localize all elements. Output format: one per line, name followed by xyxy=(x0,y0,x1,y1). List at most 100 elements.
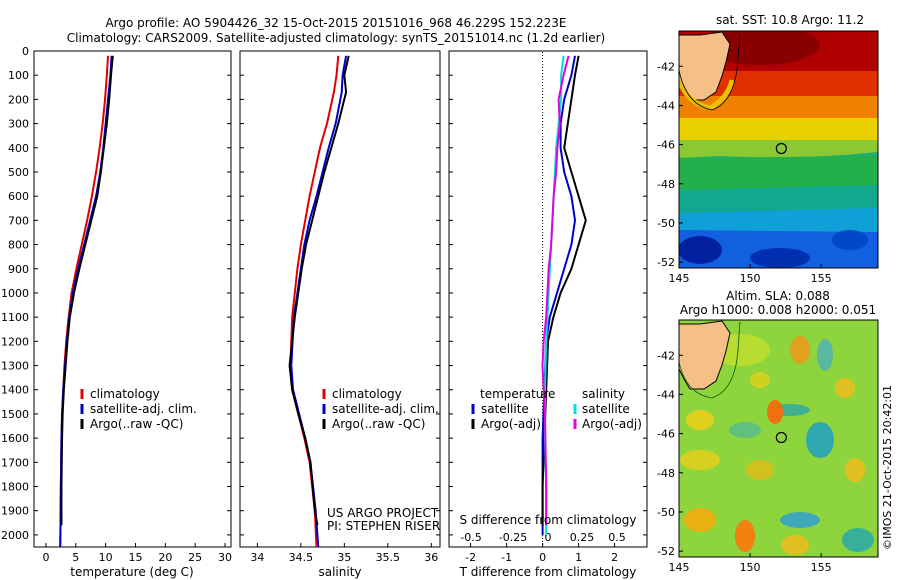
legend-label: Argo(..raw -QC) xyxy=(332,417,425,431)
lon-tick-label: 145 xyxy=(669,272,690,285)
series-line-temperature-argo-adj- xyxy=(541,55,587,526)
x-tick-label: 35 xyxy=(337,551,351,564)
x-tick-label: -1 xyxy=(501,551,512,564)
depth-tick-label: 0 xyxy=(22,45,29,58)
temperature-xlabel: temperature (deg C) xyxy=(70,565,193,579)
legend-label: climatology xyxy=(90,387,160,401)
s-tick-label: -0.5 xyxy=(460,531,481,544)
series-line-argo-raw-qc- xyxy=(60,55,114,526)
x-tick-label: 20 xyxy=(158,551,172,564)
header-line-1: Argo profile: AO 5904426_32 15-Oct-2015 … xyxy=(105,16,566,30)
s-tick-label: -0.25 xyxy=(499,531,527,544)
sla-title-line-1: Altim. SLA: 0.088 xyxy=(726,289,830,303)
lon-tick-label: 150 xyxy=(740,561,761,574)
depth-tick-label: 1300 xyxy=(1,360,29,373)
x-tick-label: 0 xyxy=(42,551,49,564)
temperature-panel: 0 5 10 15 20 25 300100200300400500600700800900… xyxy=(1,45,232,579)
x-tick-label: 2 xyxy=(611,551,618,564)
depth-tick-label: 300 xyxy=(8,118,29,131)
depth-tick-label: 900 xyxy=(8,263,29,276)
sla-map: 145 150 155 -42 -44 -46 -48 -50 -52 ©IMOS 21-Oct… xyxy=(657,319,894,574)
depth-tick-label: 800 xyxy=(8,239,29,252)
depth-tick-label: 1700 xyxy=(1,456,29,469)
x-tick-label: 10 xyxy=(99,551,113,564)
tasmania-landmass-sla xyxy=(679,320,731,390)
depth-tick-label: 2000 xyxy=(1,529,29,542)
x-tick-label: 15 xyxy=(128,551,142,564)
lon-tick-label: 145 xyxy=(669,561,690,574)
project-label: US ARGO PROJECT xyxy=(327,506,439,520)
x-tick-label: 0 xyxy=(539,551,546,564)
lat-tick-label: -50 xyxy=(657,217,675,230)
depth-tick-label: 1100 xyxy=(1,311,29,324)
legend-label: satellite xyxy=(481,402,529,416)
lat-tick-label: -44 xyxy=(657,388,675,401)
x-tick-label: 25 xyxy=(188,551,202,564)
imos-credit: ©IMOS 21-Oct-2015 20:42:01 xyxy=(881,385,894,550)
depth-tick-label: 700 xyxy=(8,214,29,227)
salinity-xlabel: salinity xyxy=(318,565,361,579)
lat-tick-label: -48 xyxy=(657,467,675,480)
depth-tick-label: 400 xyxy=(8,142,29,155)
s-tick-label: 0.25 xyxy=(570,531,595,544)
difference-axes-frame xyxy=(448,50,648,548)
t-difference-xlabel: T difference from climatology xyxy=(459,565,637,579)
legend-title-temperature: temperature xyxy=(480,387,555,401)
legend-label: Argo(-adj) xyxy=(582,417,642,431)
lat-tick-label: -52 xyxy=(657,256,675,269)
s-difference-xlabel: S difference from climatology xyxy=(460,513,637,527)
depth-tick-label: 1400 xyxy=(1,384,29,397)
temperature-axes-frame xyxy=(33,50,232,548)
x-tick-label: -2 xyxy=(465,551,476,564)
x-tick-label: 1 xyxy=(575,551,582,564)
difference-panel: -2 -1 0 1 2 -0.5 -0.25 0 0.25 0.5 T difference fr… xyxy=(448,50,648,579)
sst-map-frame xyxy=(678,30,879,269)
s-tick-label: 0.5 xyxy=(608,531,626,544)
lon-tick-label: 155 xyxy=(811,561,832,574)
lon-tick-label: 150 xyxy=(740,272,761,285)
sst-map: 145 150 155 -42 -44 -46 -48 -50 -52 xyxy=(657,30,879,285)
legend-label: climatology xyxy=(332,387,402,401)
argo-location-marker xyxy=(775,142,787,155)
s-tick-label: 0 xyxy=(545,531,552,544)
lat-tick-label: -46 xyxy=(657,428,675,441)
x-tick-label: 34.5 xyxy=(289,551,314,564)
depth-tick-label: 1500 xyxy=(1,408,29,421)
depth-tick-label: 500 xyxy=(8,166,29,179)
legend-title-salinity: salinity xyxy=(582,387,625,401)
lon-tick-label: 155 xyxy=(811,272,832,285)
lat-tick-label: -42 xyxy=(657,349,675,362)
salinity-panel: 34 34.5 35 35.5 36 salinity climatologysatel… xyxy=(239,50,441,579)
series-line-climatology xyxy=(59,55,110,548)
sst-map-title: sat. SST: 10.8 Argo: 11.2 xyxy=(716,13,864,27)
pi-label: PI: STEPHEN RISER xyxy=(327,519,440,533)
lat-tick-label: -48 xyxy=(657,178,675,191)
series-line-satellite-adj-clim- xyxy=(290,55,348,548)
x-tick-label: 36 xyxy=(424,551,438,564)
legend-label: satellite xyxy=(582,402,630,416)
x-tick-label: 30 xyxy=(218,551,232,564)
legend-label: satellite-adj. clim. xyxy=(332,402,439,416)
sla-map-frame xyxy=(678,319,879,558)
depth-tick-label: 1200 xyxy=(1,335,29,348)
depth-tick-label: 1000 xyxy=(1,287,29,300)
argo-location-marker-sla xyxy=(775,431,787,444)
series-line-salinity-argo-adj- xyxy=(541,55,570,526)
legend-label: Argo(-adj) xyxy=(481,417,541,431)
lat-tick-label: -44 xyxy=(657,99,675,112)
difference-legend: temperature salinitysatelliteArgo(-adj)sa… xyxy=(471,387,642,431)
series-line-temperature-satellite xyxy=(541,55,577,535)
depth-tick-label: 1600 xyxy=(1,432,29,445)
depth-tick-label: 600 xyxy=(8,190,29,203)
legend-label: satellite-adj. clim. xyxy=(90,402,197,416)
lat-tick-label: -52 xyxy=(657,545,675,558)
x-tick-label: 5 xyxy=(72,551,79,564)
legend-label: Argo(..raw -QC) xyxy=(90,417,183,431)
series-line-satellite-adj-clim- xyxy=(59,55,113,548)
lat-tick-label: -42 xyxy=(657,60,675,73)
series-line-argo-raw-qc- xyxy=(288,55,350,526)
x-tick-label: 34 xyxy=(250,551,264,564)
salinity-axes-frame xyxy=(239,50,441,548)
